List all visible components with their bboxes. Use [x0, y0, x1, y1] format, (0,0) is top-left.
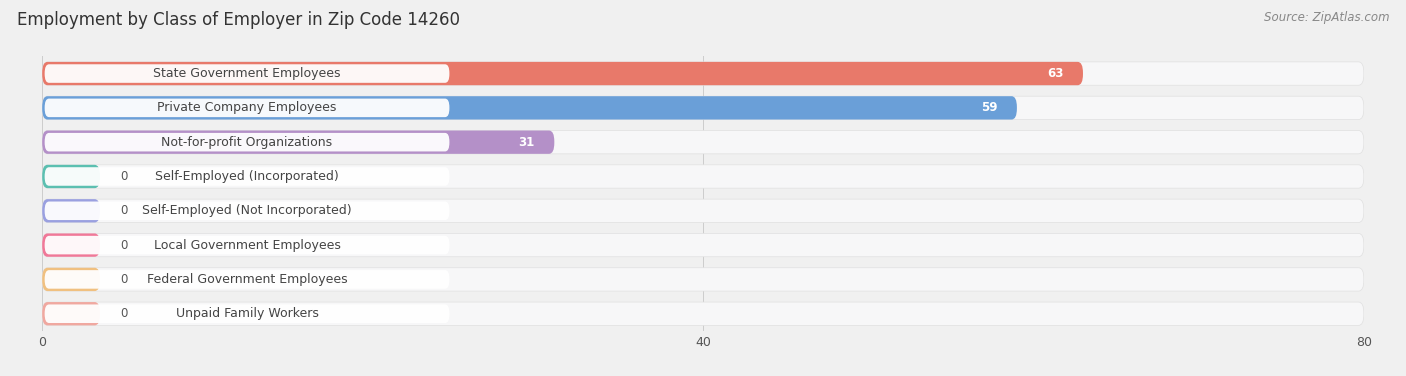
FancyBboxPatch shape [45, 99, 450, 117]
FancyBboxPatch shape [42, 233, 1364, 257]
FancyBboxPatch shape [45, 270, 450, 289]
FancyBboxPatch shape [42, 233, 100, 257]
FancyBboxPatch shape [42, 199, 1364, 223]
Text: 0: 0 [120, 307, 127, 320]
FancyBboxPatch shape [45, 64, 450, 83]
Text: Source: ZipAtlas.com: Source: ZipAtlas.com [1264, 11, 1389, 24]
FancyBboxPatch shape [42, 130, 554, 154]
Text: Not-for-profit Organizations: Not-for-profit Organizations [162, 136, 333, 149]
FancyBboxPatch shape [42, 199, 100, 223]
Text: Employment by Class of Employer in Zip Code 14260: Employment by Class of Employer in Zip C… [17, 11, 460, 29]
FancyBboxPatch shape [45, 236, 450, 255]
FancyBboxPatch shape [42, 165, 1364, 188]
FancyBboxPatch shape [45, 167, 450, 186]
FancyBboxPatch shape [42, 302, 1364, 325]
FancyBboxPatch shape [45, 133, 450, 152]
Text: 0: 0 [120, 273, 127, 286]
Text: Self-Employed (Not Incorporated): Self-Employed (Not Incorporated) [142, 204, 352, 217]
Text: 0: 0 [120, 170, 127, 183]
Text: State Government Employees: State Government Employees [153, 67, 340, 80]
Text: 63: 63 [1047, 67, 1063, 80]
FancyBboxPatch shape [42, 62, 1083, 85]
Text: Private Company Employees: Private Company Employees [157, 102, 336, 114]
FancyBboxPatch shape [42, 165, 100, 188]
Text: Federal Government Employees: Federal Government Employees [146, 273, 347, 286]
Text: 0: 0 [120, 239, 127, 252]
Text: Local Government Employees: Local Government Employees [153, 239, 340, 252]
Text: 31: 31 [519, 136, 534, 149]
Text: Self-Employed (Incorporated): Self-Employed (Incorporated) [155, 170, 339, 183]
Text: 0: 0 [120, 204, 127, 217]
FancyBboxPatch shape [42, 302, 100, 325]
FancyBboxPatch shape [42, 268, 1364, 291]
FancyBboxPatch shape [42, 62, 1364, 85]
FancyBboxPatch shape [42, 96, 1017, 120]
FancyBboxPatch shape [45, 305, 450, 323]
FancyBboxPatch shape [42, 130, 1364, 154]
FancyBboxPatch shape [42, 268, 100, 291]
FancyBboxPatch shape [42, 96, 1364, 120]
Text: 59: 59 [980, 102, 997, 114]
Text: Unpaid Family Workers: Unpaid Family Workers [176, 307, 319, 320]
FancyBboxPatch shape [45, 202, 450, 220]
